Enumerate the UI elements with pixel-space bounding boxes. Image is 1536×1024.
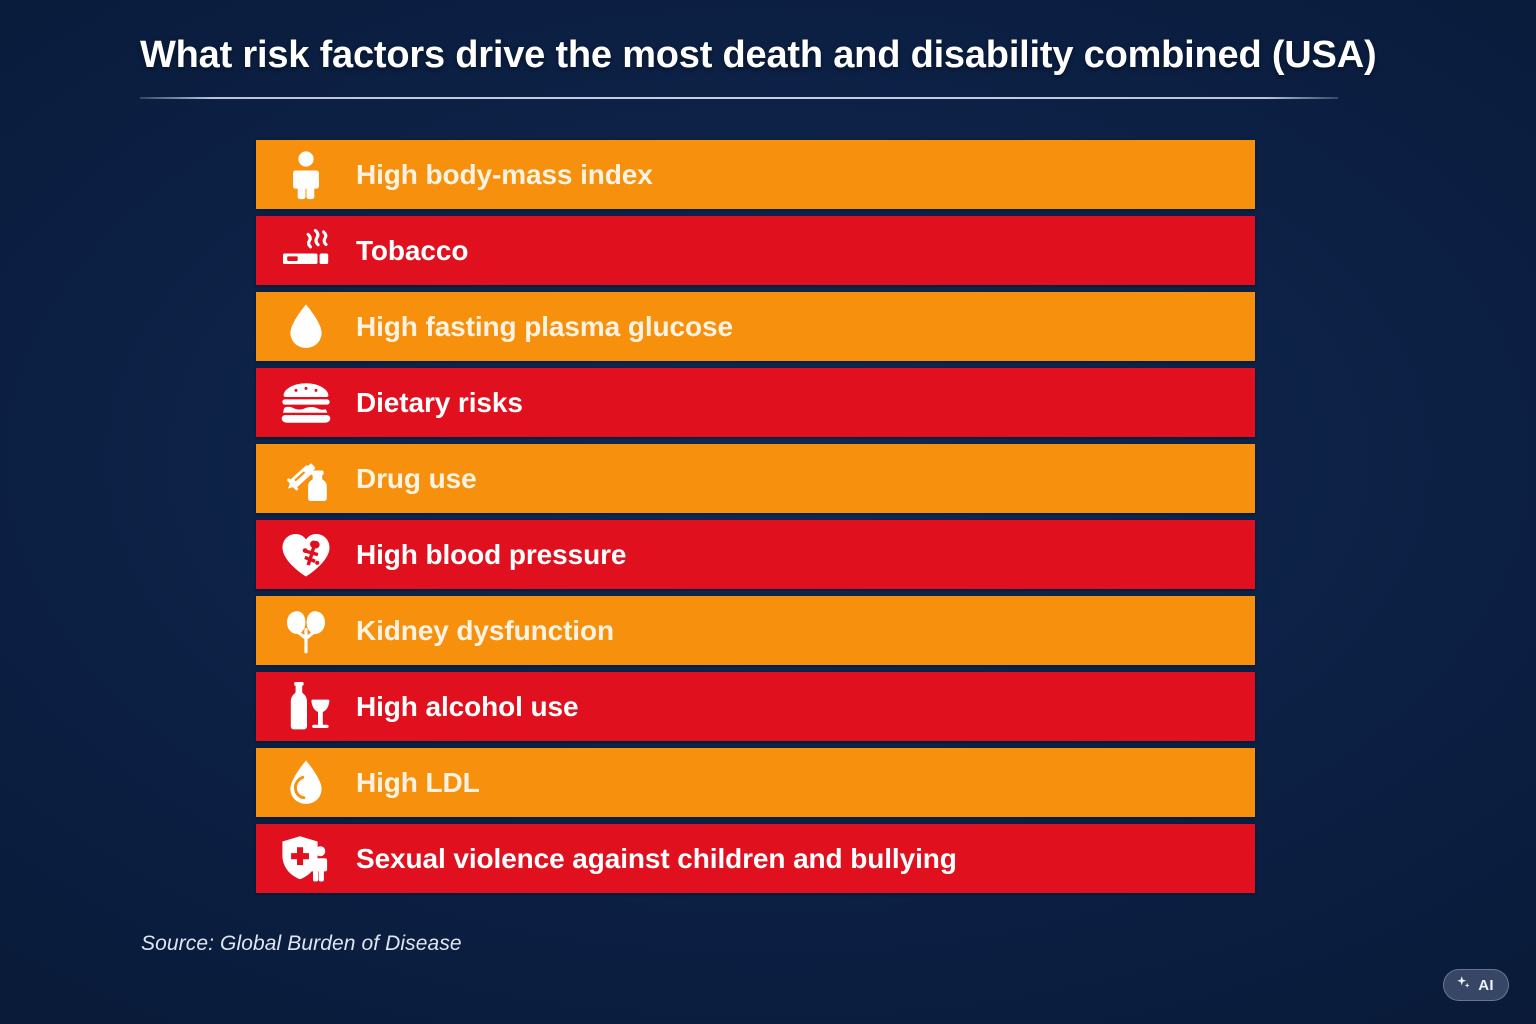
cholesterol-drop-icon (278, 757, 334, 809)
kidneys-icon (278, 605, 334, 657)
ai-badge[interactable]: AI (1443, 969, 1509, 1001)
blood-drop-icon (278, 301, 334, 353)
risk-factor-label: High LDL (356, 766, 480, 798)
risk-factor-label: Sexual violence against children and bul… (356, 842, 957, 874)
risk-factor-bar[interactable]: Dietary risks (256, 368, 1255, 437)
risk-factor-bar[interactable]: High blood pressure (256, 520, 1255, 589)
syringe-pill-bottle-icon (278, 453, 334, 505)
risk-factor-bar-list: High body-mass index Tobacco High fastin… (256, 140, 1255, 893)
risk-factor-label: High fasting plasma glucose (356, 310, 733, 342)
page-title-wrapper: What risk factors drive the most death a… (140, 34, 1377, 78)
risk-factor-label: Tobacco (356, 234, 469, 266)
bottle-glass-icon (278, 681, 334, 733)
page-title: What risk factors drive the most death a… (140, 34, 1377, 76)
shield-child-icon (278, 833, 334, 885)
title-divider (140, 97, 1338, 99)
sparkle-icon (1455, 974, 1472, 996)
risk-factor-label: High body-mass index (356, 158, 653, 190)
source-note: Source: Global Burden of Disease (141, 932, 462, 955)
risk-factor-label: Drug use (356, 462, 477, 494)
person-icon (278, 149, 334, 201)
risk-factor-bar[interactable]: Tobacco (256, 216, 1255, 285)
burger-icon (278, 377, 334, 429)
cigarette-icon (278, 225, 334, 277)
risk-factor-bar[interactable]: High body-mass index (256, 140, 1255, 209)
risk-factor-bar[interactable]: Drug use (256, 444, 1255, 513)
risk-factor-label: Kidney dysfunction (356, 614, 614, 646)
ai-badge-label: AI (1478, 976, 1494, 994)
heart-icon (278, 529, 334, 581)
risk-factor-bar[interactable]: Sexual violence against children and bul… (256, 824, 1255, 893)
risk-factor-label: High blood pressure (356, 538, 627, 570)
risk-factor-label: Dietary risks (356, 386, 523, 418)
risk-factor-bar[interactable]: High LDL (256, 748, 1255, 817)
risk-factor-bar[interactable]: Kidney dysfunction (256, 596, 1255, 665)
risk-factor-bar[interactable]: High fasting plasma glucose (256, 292, 1255, 361)
risk-factor-bar[interactable]: High alcohol use (256, 672, 1255, 741)
risk-factor-label: High alcohol use (356, 690, 579, 722)
